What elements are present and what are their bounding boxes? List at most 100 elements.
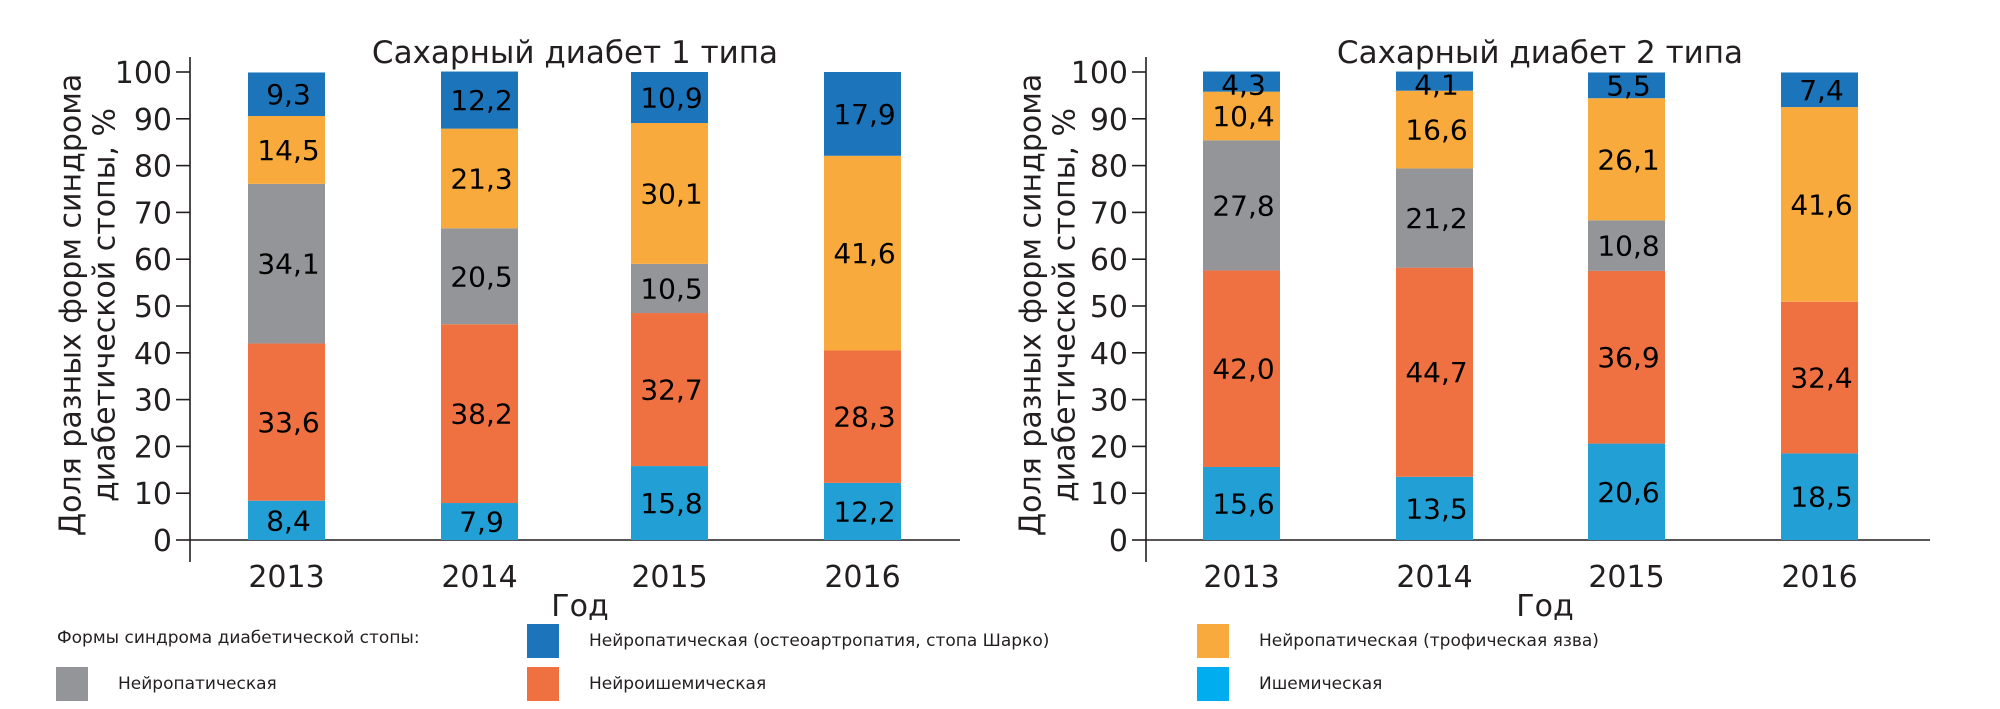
chart-title: Сахарный диабет 2 типа bbox=[1337, 35, 1743, 71]
bar-segment-label: 17,9 bbox=[833, 98, 895, 131]
y-tick-label: 90 bbox=[134, 103, 172, 138]
x-axis-title: Год bbox=[551, 589, 608, 624]
bar-segment-label: 9,3 bbox=[266, 78, 311, 111]
y-tick-label: 80 bbox=[134, 150, 172, 185]
bar-segment-neuro_charcot bbox=[248, 72, 325, 116]
bar-segment-neuropathic bbox=[1588, 220, 1665, 271]
bar-segment-neuro_charcot bbox=[1203, 71, 1280, 92]
x-tick-label: 2014 bbox=[441, 560, 517, 595]
legend-label: Нейропатическая (остеоартропатия, стопа … bbox=[589, 631, 1050, 651]
bar-segment-neuro_charcot bbox=[631, 72, 708, 124]
y-tick-label: 80 bbox=[1090, 150, 1128, 185]
bar-segment-neuroischemic bbox=[1781, 301, 1858, 454]
bar-segment-label: 20,5 bbox=[450, 260, 512, 293]
y-tick-label: 20 bbox=[1090, 430, 1128, 465]
bar-segment-neuro_charcot bbox=[1396, 71, 1473, 91]
bar-segment-ischemic bbox=[824, 482, 901, 540]
bar-segment-neuro_ulcer bbox=[1396, 90, 1473, 169]
legend-label: Ишемическая bbox=[1259, 674, 1383, 694]
bar-segment-ischemic bbox=[1781, 453, 1858, 540]
bar-segment-label: 30,1 bbox=[640, 177, 702, 210]
bar-segment-ischemic bbox=[1396, 476, 1473, 540]
bar-segment-ischemic bbox=[1203, 466, 1280, 540]
y-tick-label: 90 bbox=[1090, 103, 1128, 138]
x-tick-label: 2016 bbox=[824, 560, 900, 595]
bar-segment-ischemic bbox=[248, 500, 325, 540]
y-tick-label: 10 bbox=[1090, 477, 1128, 512]
y-axis-title: Доля разных форм синдрома bbox=[1014, 74, 1049, 537]
y-tick-label: 0 bbox=[1109, 524, 1128, 559]
x-tick-label: 2015 bbox=[1588, 560, 1664, 595]
y-tick-label: 10 bbox=[134, 477, 172, 512]
bar-segment-label: 41,6 bbox=[1790, 188, 1852, 221]
y-axis-title: диабетической стопы, % bbox=[1048, 108, 1083, 502]
bar-segment-neuropathic bbox=[1396, 168, 1473, 268]
bar-segment-label: 21,2 bbox=[1405, 202, 1467, 235]
legend-item-ischemic[interactable]: Ишемическая bbox=[1197, 667, 1382, 701]
bar-segment-label: 15,6 bbox=[1212, 487, 1274, 520]
y-tick-label: 70 bbox=[134, 196, 172, 231]
bar-segment-neuroischemic bbox=[248, 343, 325, 501]
y-tick-label: 100 bbox=[115, 56, 172, 91]
chart-diabetes-type-1: Сахарный диабет 1 типа 0 10 20 30 40 50 60 70 80 9… bbox=[54, 35, 960, 624]
bar-segment-label: 42,0 bbox=[1212, 353, 1274, 386]
bar-segment-neuropathic bbox=[441, 228, 518, 325]
bar-segment-ischemic bbox=[441, 503, 518, 540]
bar-segment-label: 14,5 bbox=[257, 134, 319, 167]
legend-label: Нейропатическая (трофическая язва) bbox=[1259, 631, 1599, 651]
bar-segment-neuroischemic bbox=[441, 324, 518, 504]
bar-segment-label: 10,9 bbox=[640, 82, 702, 115]
x-tick-label: 2014 bbox=[1396, 560, 1472, 595]
bar-segment-label: 4,3 bbox=[1221, 69, 1266, 102]
bar-segment-neuroischemic bbox=[1203, 270, 1280, 467]
bar-segment-neuro_charcot bbox=[824, 72, 901, 156]
y-tick-label: 60 bbox=[134, 243, 172, 278]
legend-label: Нейроишемическая bbox=[589, 674, 767, 694]
bar-segment-neuroischemic bbox=[631, 313, 708, 467]
bar-segment-label: 8,4 bbox=[266, 504, 311, 537]
legend-item-neuroischemic[interactable]: Нейроишемическая bbox=[527, 667, 766, 701]
bar-segment-label: 26,1 bbox=[1597, 143, 1659, 176]
bar-segment-neuro_charcot bbox=[1781, 72, 1858, 108]
bar-segment-label: 27,8 bbox=[1212, 189, 1274, 222]
bar-segment-neuro_charcot bbox=[1588, 72, 1665, 99]
legend-item-neuro-ulcer[interactable]: Нейропатическая (трофическая язва) bbox=[1197, 624, 1599, 658]
legend-swatch-ischemic bbox=[1197, 667, 1229, 701]
bar-segment-neuro_ulcer bbox=[1203, 91, 1280, 141]
legend-swatch-neuropathic bbox=[56, 667, 88, 701]
bar-segment-neuroischemic bbox=[1396, 267, 1473, 477]
legend-swatch-neuro-charcot bbox=[527, 624, 559, 658]
bar-segment-label: 13,5 bbox=[1405, 492, 1467, 525]
bar-segment-neuro_charcot bbox=[441, 71, 518, 129]
bar-segment-label: 21,3 bbox=[450, 162, 512, 195]
bar-segment-neuropathic bbox=[631, 263, 708, 314]
y-tick-label: 0 bbox=[153, 524, 172, 559]
bar-segment-label: 32,7 bbox=[640, 374, 702, 407]
legend-item-neuro-charcot[interactable]: Нейропатическая (остеоартропатия, стопа … bbox=[527, 624, 1049, 658]
bar-segment-label: 20,6 bbox=[1597, 476, 1659, 509]
y-tick-label: 40 bbox=[134, 337, 172, 372]
bar-segment-ischemic bbox=[631, 466, 708, 540]
legend-item-neuropathic[interactable]: Нейропатическая bbox=[56, 667, 277, 701]
bar-segment-neuropathic bbox=[1203, 140, 1280, 271]
chart-diabetes-type-2: Сахарный диабет 2 типа 0 10 20 30 40 50 60 70 80 9… bbox=[1014, 35, 1930, 624]
y-axis-title: Доля разных форм синдрома bbox=[54, 74, 89, 537]
bar-segment-label: 44,7 bbox=[1405, 356, 1467, 389]
y-tick-label: 70 bbox=[1090, 196, 1128, 231]
bar-segment-neuroischemic bbox=[824, 350, 901, 483]
bar-segment-label: 10,4 bbox=[1212, 100, 1274, 133]
x-tick-label: 2013 bbox=[248, 560, 324, 595]
bar-segment-label: 32,4 bbox=[1790, 362, 1852, 395]
y-tick-label: 30 bbox=[1090, 384, 1128, 419]
chart-title: Сахарный диабет 1 типа bbox=[372, 35, 778, 71]
bar-segment-neuro_ulcer bbox=[631, 123, 708, 264]
bar-segment-label: 10,5 bbox=[640, 272, 702, 305]
bar-segment-label: 4,1 bbox=[1414, 69, 1459, 102]
bar-segment-label: 7,4 bbox=[1799, 74, 1844, 107]
bar-segment-label: 38,2 bbox=[450, 398, 512, 431]
legend-label: Нейропатическая bbox=[118, 674, 277, 694]
bar-segment-neuropathic bbox=[248, 183, 325, 344]
y-tick-label: 20 bbox=[134, 430, 172, 465]
bar-segment-neuro_ulcer bbox=[248, 115, 325, 184]
